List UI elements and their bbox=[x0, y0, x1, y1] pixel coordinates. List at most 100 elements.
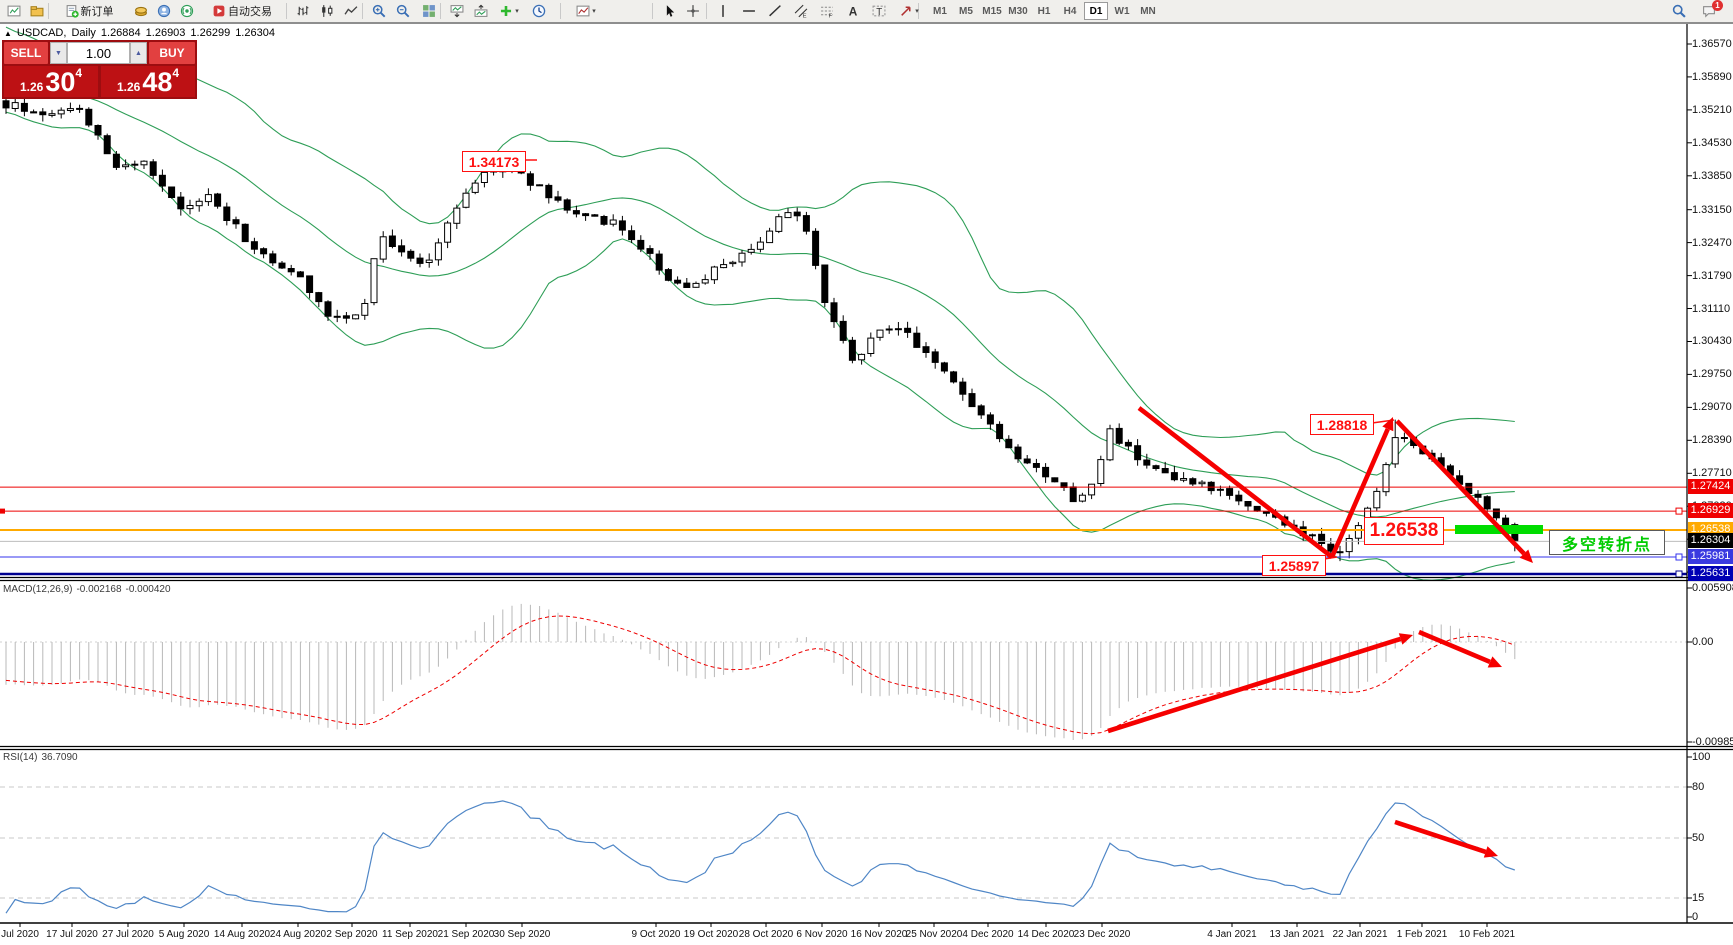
indicator-window-button[interactable] bbox=[446, 1, 468, 21]
date-label: 24 Aug 2020 bbox=[269, 929, 327, 940]
volume-input[interactable] bbox=[67, 42, 130, 64]
signals-button[interactable] bbox=[176, 1, 198, 21]
trend-line-button[interactable] bbox=[764, 1, 786, 21]
date-label: 5 Aug 2020 bbox=[158, 929, 210, 940]
price-axis-tick: 1.27710 bbox=[1692, 467, 1732, 480]
toolbar-separator bbox=[652, 3, 653, 19]
buy-button[interactable]: BUY bbox=[149, 42, 195, 64]
macd-name: MACD(12,26,9) bbox=[3, 584, 73, 595]
toolbar-separator bbox=[560, 3, 561, 19]
price-badge: 1.26304 bbox=[1688, 533, 1733, 549]
bar-chart-mode-button[interactable] bbox=[292, 1, 314, 21]
ohlc-close: 1.26304 bbox=[235, 27, 275, 39]
crosshair-button[interactable] bbox=[682, 1, 704, 21]
svg-text:T: T bbox=[876, 7, 882, 18]
indicator-axis-tick: 80 bbox=[1692, 781, 1705, 793]
timeframe-h1-button[interactable]: H1 bbox=[1037, 6, 1051, 17]
autotrading-button[interactable]: 自动交易 bbox=[200, 1, 284, 21]
macd-main-value: -0.002168 bbox=[76, 584, 122, 595]
chat-button[interactable]: 1 bbox=[1698, 0, 1723, 21]
timeframe-w1-button[interactable]: W1 bbox=[1114, 6, 1130, 17]
timeframe-m5-button[interactable]: M5 bbox=[959, 6, 973, 17]
macd-histogram bbox=[5, 603, 1516, 740]
symbol-period: Daily bbox=[71, 27, 96, 39]
price-annotation-label[interactable]: 1.28818 bbox=[1310, 414, 1374, 435]
text-button[interactable]: A bbox=[842, 1, 864, 21]
add-indicator-button[interactable]: ▾ bbox=[494, 1, 524, 21]
timeframe-m30-button[interactable]: M30 bbox=[1008, 6, 1028, 17]
text-label-button[interactable]: T bbox=[868, 1, 890, 21]
price-axis-tick: 1.36570 bbox=[1692, 38, 1732, 50]
date-label: 4 Dec 2020 bbox=[962, 929, 1014, 940]
sell-price-display[interactable]: 1.26 30 4 bbox=[4, 66, 98, 97]
arrows-button[interactable]: ▾ bbox=[894, 1, 924, 21]
zoom-in-button[interactable] bbox=[368, 1, 390, 21]
sell-price-pips: 30 bbox=[45, 67, 76, 97]
collapse-triangle-icon[interactable]: ▲ bbox=[4, 29, 12, 38]
strategy-tester-button[interactable] bbox=[153, 1, 175, 21]
date-label: 10 Feb 2021 bbox=[1458, 929, 1516, 940]
sell-price-base: 1.26 bbox=[19, 80, 44, 94]
date-label: 14 Aug 2020 bbox=[213, 929, 271, 940]
templates-button[interactable]: ▾ bbox=[566, 1, 606, 21]
search-button[interactable] bbox=[1668, 1, 1690, 21]
rsi-name: RSI(14) bbox=[3, 752, 38, 763]
date-label: 16 Nov 2020 bbox=[850, 929, 908, 940]
buy-price-display[interactable]: 1.26 48 4 bbox=[101, 66, 195, 97]
timeframe-d1-button[interactable]: D1 bbox=[1084, 2, 1108, 20]
candle-chart-mode-button[interactable] bbox=[316, 1, 338, 21]
date-label: 27 Jul 2020 bbox=[102, 929, 154, 940]
chevron-down-icon: ▼ bbox=[55, 49, 62, 57]
metaeditor-button[interactable] bbox=[130, 1, 152, 21]
price-axis-tick: 1.31790 bbox=[1692, 269, 1732, 282]
price-annotation-label[interactable]: 1.26538 bbox=[1364, 517, 1444, 545]
svg-text:A: A bbox=[849, 4, 858, 18]
chevron-up-icon: ▲ bbox=[135, 49, 142, 57]
volume-decrease-button[interactable]: ▼ bbox=[50, 42, 67, 64]
new-order-button[interactable]: 新订单 bbox=[52, 1, 126, 21]
panel-separators bbox=[0, 23, 1733, 924]
buy-price-pips: 48 bbox=[142, 67, 173, 97]
vertical-line-button[interactable] bbox=[712, 1, 734, 21]
bollinger-bands bbox=[5, 26, 1515, 581]
indicator-axis-tick: 100 bbox=[1692, 751, 1711, 763]
price-annotation-label[interactable]: 1.34173 bbox=[462, 151, 526, 172]
turning-point-note[interactable]: 多空转折点 bbox=[1549, 530, 1665, 555]
horizontal-line-button[interactable] bbox=[738, 1, 760, 21]
price-badge: 1.26929 bbox=[1688, 503, 1733, 519]
date-label: 25 Nov 2020 bbox=[905, 929, 963, 940]
tile-windows-button[interactable] bbox=[418, 1, 440, 21]
timeframe-m15-button[interactable]: M15 bbox=[982, 6, 1002, 17]
timeframe-m1-button[interactable]: M1 bbox=[933, 6, 947, 17]
price-axis-tick: 1.32470 bbox=[1692, 236, 1732, 249]
price-badge: 1.26538 bbox=[1688, 522, 1733, 538]
buy-price-point: 4 bbox=[172, 66, 180, 80]
timeframe-h4-button[interactable]: H4 bbox=[1063, 6, 1077, 17]
line-chart-mode-button[interactable] bbox=[340, 1, 362, 21]
date-label: 1 Feb 2021 bbox=[1396, 929, 1448, 940]
price-axis-tick: 1.33150 bbox=[1692, 203, 1732, 216]
fibonacci-button[interactable]: F bbox=[816, 1, 838, 21]
date-label: 23 Dec 2020 bbox=[1073, 929, 1131, 940]
new-chart-button[interactable] bbox=[3, 1, 25, 21]
zoom-out-button[interactable] bbox=[392, 1, 414, 21]
volume-increase-button[interactable]: ▲ bbox=[130, 42, 147, 64]
date-label: 9 Oct 2020 bbox=[631, 929, 681, 940]
sell-button[interactable]: SELL bbox=[4, 42, 48, 64]
cursor-button[interactable] bbox=[658, 1, 680, 21]
price-annotation-label[interactable]: 1.25897 bbox=[1262, 555, 1326, 576]
period-clock-button[interactable] bbox=[528, 1, 550, 21]
price-badge: 1.25631 bbox=[1688, 565, 1733, 581]
profiles-button[interactable] bbox=[26, 1, 48, 21]
price-axis-tick: 1.34530 bbox=[1692, 136, 1732, 149]
price-badge: 1.27424 bbox=[1688, 479, 1733, 495]
date-label: 4 Jan 2021 bbox=[1207, 929, 1257, 940]
ohlc-high: 1.26903 bbox=[145, 27, 186, 39]
rsi-line bbox=[5, 800, 1515, 914]
equidistant-channel-button[interactable]: E bbox=[790, 1, 812, 21]
indicator-window-2-button[interactable] bbox=[470, 1, 492, 21]
timeframe-mn-button[interactable]: MN bbox=[1140, 6, 1156, 17]
